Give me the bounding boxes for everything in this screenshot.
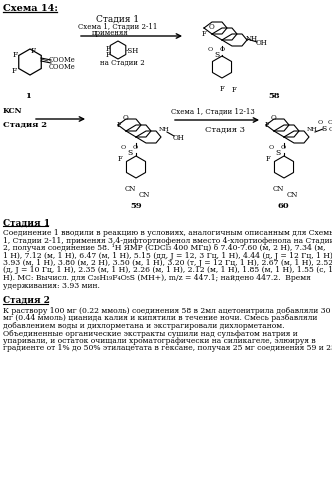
Text: F: F xyxy=(220,85,225,93)
Text: KCN: KCN xyxy=(3,107,23,115)
Text: -SH: -SH xyxy=(126,47,139,55)
Text: добавлением воды и дихлорметана и экстрагировали дихлорметаном.: добавлением воды и дихлорметана и экстра… xyxy=(3,322,285,330)
Text: на Стадии 2: на Стадии 2 xyxy=(100,59,145,67)
Text: F: F xyxy=(265,121,270,129)
Text: CN: CN xyxy=(273,185,285,193)
Text: Стадия 3: Стадия 3 xyxy=(205,126,245,134)
Text: S: S xyxy=(275,149,280,157)
Text: OH: OH xyxy=(256,39,268,47)
Text: CN: CN xyxy=(139,191,150,199)
Text: O: O xyxy=(208,47,213,52)
Text: F: F xyxy=(202,30,207,38)
Text: применяя: применяя xyxy=(92,29,129,37)
Text: 58: 58 xyxy=(268,92,280,100)
Text: O: O xyxy=(328,120,332,125)
Text: Стадия 2: Стадия 2 xyxy=(3,121,47,129)
Text: NH: NH xyxy=(246,35,258,43)
Text: (д, J = 10 Гц, 1 H), 2.35 (м, 1 H), 2.26 (м, 1 H), 2.12 (м, 1 H), 1.85 (м, 1 H),: (д, J = 10 Гц, 1 H), 2.35 (м, 1 H), 2.26… xyxy=(3,266,332,274)
Text: O: O xyxy=(329,127,332,132)
Text: удерживания: 3.93 мин.: удерживания: 3.93 мин. xyxy=(3,281,100,289)
Text: COOMe: COOMe xyxy=(49,63,76,71)
Text: O: O xyxy=(269,145,274,150)
Text: COOMe: COOMe xyxy=(49,56,76,64)
Text: 59: 59 xyxy=(130,202,142,210)
Text: мг (0.44 ммоль) цианида калия и кипятили в течение ночи. Смесь разбавляли: мг (0.44 ммоль) цианида калия и кипятили… xyxy=(3,314,317,322)
Text: К раствору 100 мг (0.22 ммоль) соединения 58 в 2мл ацетонитрила добавляли 30: К раствору 100 мг (0.22 ммоль) соединени… xyxy=(3,307,330,315)
Text: Соединение 1 вводили в реакцию в условиях, аналогичным описанным для Схемы: Соединение 1 вводили в реакцию в условия… xyxy=(3,229,332,237)
Text: Схема 1, Стадии 2-11: Схема 1, Стадии 2-11 xyxy=(78,23,158,31)
Text: O: O xyxy=(271,114,277,122)
Text: O: O xyxy=(209,23,215,31)
Text: S: S xyxy=(214,51,219,59)
Text: F: F xyxy=(118,155,123,163)
Text: F: F xyxy=(117,121,122,129)
Text: F: F xyxy=(106,45,111,53)
Text: O: O xyxy=(281,145,286,150)
Text: CN: CN xyxy=(287,191,298,199)
Text: O: O xyxy=(121,145,126,150)
Text: Схема 14:: Схема 14: xyxy=(3,4,58,13)
Text: CN: CN xyxy=(125,185,136,193)
Text: F: F xyxy=(12,67,17,75)
Text: H). МС: Вычисл. для C₂₆H₁₉F₄O₅S (МН+), m/z = 447.1; найдено 447.2.  Время: H). МС: Вычисл. для C₂₆H₁₉F₄O₅S (МН+), m… xyxy=(3,274,311,282)
Text: 60: 60 xyxy=(278,202,290,210)
Text: 1 H), 7.12 (м, 1 H), 6.47 (м, 1 H), 5.15 (дд, J = 12, 3 Гц, 1 H), 4.44 (д, J = 1: 1 H), 7.12 (м, 1 H), 6.47 (м, 1 H), 5.15… xyxy=(3,251,332,259)
Text: NH: NH xyxy=(159,127,170,132)
Text: S: S xyxy=(321,125,326,133)
Text: Стадия 2: Стадия 2 xyxy=(3,296,50,305)
Text: OH: OH xyxy=(173,134,185,142)
Text: O: O xyxy=(220,47,225,52)
Text: Стадия 1: Стадия 1 xyxy=(3,218,50,227)
Text: F: F xyxy=(106,51,111,59)
Text: упаривали, и остаток очищали хроматографически на силикагеле, элюируя в: упаривали, и остаток очищали хроматограф… xyxy=(3,337,316,345)
Text: O: O xyxy=(318,120,323,125)
Text: F: F xyxy=(232,86,237,94)
Text: Схема 1, Стадии 12-13: Схема 1, Стадии 12-13 xyxy=(171,108,255,116)
Text: F: F xyxy=(13,51,18,59)
Text: O: O xyxy=(123,114,129,122)
Text: Объединенные органические экстракты сушили над сульфатом натрия и: Объединенные органические экстракты суши… xyxy=(3,329,298,337)
Text: градиенте от 1% до 50% этилацетата в гексане, получая 25 мг соединения 59 и 25: градиенте от 1% до 50% этилацетата в гек… xyxy=(3,344,332,352)
Text: F: F xyxy=(31,47,36,55)
Text: 2, получая соединение 58. ¹H ЯМР (CDCl₃ 400 МГц) δ 7.40-7.60 (м, 2 H), 7.34 (м,: 2, получая соединение 58. ¹H ЯМР (CDCl₃ … xyxy=(3,244,325,252)
Text: 3.93 (м, 1 H), 3.80 (м, 2 H), 3.50 (м, 1 H), 3.20 (т, J = 12 Гц, 1 H), 2.67 (м, : 3.93 (м, 1 H), 3.80 (м, 2 H), 3.50 (м, 1… xyxy=(3,259,332,267)
Text: 1: 1 xyxy=(25,92,31,100)
Text: 1, Стадии 2-11, применяя 3,4-дифтортиофенол вместо 4-хлортиофенола на Стадии: 1, Стадии 2-11, применяя 3,4-дифтортиофе… xyxy=(3,237,332,245)
Text: F: F xyxy=(266,155,271,163)
Text: NH: NH xyxy=(307,127,318,132)
Text: S: S xyxy=(127,149,132,157)
Text: Стадия 1: Стадия 1 xyxy=(96,15,139,24)
Text: O: O xyxy=(133,145,138,150)
